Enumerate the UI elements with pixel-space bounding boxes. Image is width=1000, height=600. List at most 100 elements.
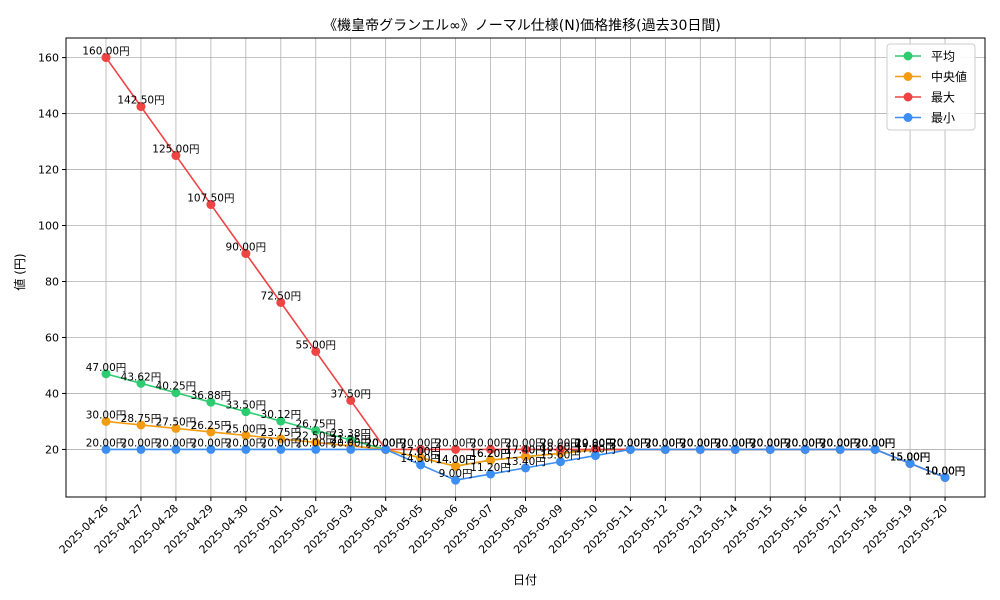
data-point <box>346 395 356 405</box>
data-labels-4: 20.00円20.00円20.00円20.00円20.00円20.00円20.0… <box>86 437 966 480</box>
data-label: 17.40円 <box>505 445 546 457</box>
data-point <box>311 437 321 447</box>
data-point <box>241 407 251 417</box>
data-label: 142.50円 <box>117 95 164 107</box>
data-label: 20.00円 <box>330 437 371 449</box>
data-label: 20.00円 <box>86 437 127 449</box>
data-point <box>765 444 775 454</box>
data-label: 20.00円 <box>121 437 162 449</box>
data-label: 20.00円 <box>820 437 861 449</box>
data-label: 26.25円 <box>191 420 232 432</box>
data-label: 20.00円 <box>785 437 826 449</box>
data-point <box>276 434 286 444</box>
data-label: 43.62円 <box>121 371 162 383</box>
legend-label: 中央値 <box>931 69 967 84</box>
data-label: 15.00円 <box>890 451 931 463</box>
data-label: 20.00円 <box>365 437 406 449</box>
legend-marker <box>903 92 913 102</box>
data-label: 20.00円 <box>750 437 791 449</box>
data-label: 20.00円 <box>680 437 721 449</box>
data-label: 20.00円 <box>435 437 476 449</box>
data-label: 20.00円 <box>156 437 197 449</box>
y-tick-label: 120 <box>38 164 59 177</box>
data-point <box>590 451 600 461</box>
data-point <box>521 444 531 454</box>
data-point <box>311 346 321 356</box>
data-label: 40.25円 <box>156 381 197 393</box>
data-label: 9.00円 <box>439 468 473 480</box>
data-label: 20.00円 <box>610 437 651 449</box>
data-label: 20.00円 <box>715 437 756 449</box>
data-point <box>136 102 146 112</box>
data-label: 17.40円 <box>505 445 546 457</box>
y-tick-label: 20 <box>45 443 59 456</box>
data-label: 30.00円 <box>86 409 127 421</box>
x-axis-title: 日付 <box>513 573 537 587</box>
data-label: 160.00円 <box>82 46 129 58</box>
data-point <box>451 444 461 454</box>
data-point <box>311 426 321 436</box>
data-point <box>101 53 111 63</box>
data-label: 20.00円 <box>820 437 861 449</box>
data-label: 23.75円 <box>261 427 302 439</box>
data-label: 20.00円 <box>680 437 721 449</box>
data-point <box>206 397 216 407</box>
legend-marker <box>903 72 913 81</box>
data-point <box>730 444 740 454</box>
data-label: 20.00円 <box>540 437 581 449</box>
data-label: 22.50円 <box>295 430 336 442</box>
data-point <box>521 463 531 473</box>
data-label: 20.00円 <box>715 437 756 449</box>
data-label: 20.00円 <box>680 437 721 449</box>
data-label: 20.00円 <box>575 437 616 449</box>
data-label: 27.50円 <box>156 416 197 428</box>
data-label: 15.00円 <box>890 451 931 463</box>
y-tick-label: 40 <box>45 387 59 400</box>
data-point <box>276 416 286 426</box>
data-label: 20.00円 <box>645 437 686 449</box>
y-axis-title: 値 (円) <box>12 253 27 290</box>
data-point <box>206 427 216 437</box>
data-point <box>276 444 286 454</box>
data-point <box>905 458 915 468</box>
data-label: 14.00円 <box>435 454 476 466</box>
data-label: 20.00円 <box>365 437 406 449</box>
data-label: 37.50円 <box>330 388 371 400</box>
data-point <box>276 297 286 307</box>
series-layer: 47.00円43.62円40.25円36.88円33.50円30.12円26.7… <box>82 46 965 485</box>
data-label: 11.20円 <box>470 462 511 474</box>
data-label: 20.00円 <box>645 437 686 449</box>
data-label: 36.88円 <box>191 390 232 402</box>
data-label: 107.50円 <box>187 193 234 205</box>
data-label: 30.12円 <box>261 409 302 421</box>
data-point <box>555 444 565 454</box>
data-label: 20.00円 <box>365 437 406 449</box>
data-label: 20.00円 <box>785 437 826 449</box>
data-point <box>416 444 426 454</box>
data-point <box>206 444 216 454</box>
data-point <box>416 453 426 463</box>
data-label: 55.00円 <box>295 339 336 351</box>
data-label: 20.00円 <box>400 437 441 449</box>
data-label: 13.40円 <box>505 456 546 468</box>
y-tick-label: 140 <box>38 108 59 121</box>
data-label: 26.75円 <box>295 419 336 431</box>
data-point <box>625 444 635 454</box>
data-label: 23.38円 <box>330 428 371 440</box>
data-label: 17.00円 <box>400 446 441 458</box>
data-label: 20.00円 <box>715 437 756 449</box>
data-label: 20.00円 <box>855 437 896 449</box>
y-tick-label: 160 <box>38 52 59 65</box>
data-label: 20.00円 <box>226 437 267 449</box>
data-point <box>486 469 496 479</box>
legend-label: 最大 <box>931 91 955 105</box>
data-point <box>486 455 496 465</box>
data-label: 18.60円 <box>540 441 581 453</box>
data-label: 17.00円 <box>400 446 441 458</box>
data-label: 125.00円 <box>152 144 199 156</box>
data-point <box>171 388 181 398</box>
legend-label: 最小 <box>931 111 955 125</box>
data-label: 20.00円 <box>855 437 896 449</box>
series-4 <box>101 444 950 485</box>
